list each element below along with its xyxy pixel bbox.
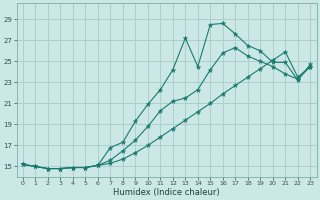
- X-axis label: Humidex (Indice chaleur): Humidex (Indice chaleur): [113, 188, 220, 197]
